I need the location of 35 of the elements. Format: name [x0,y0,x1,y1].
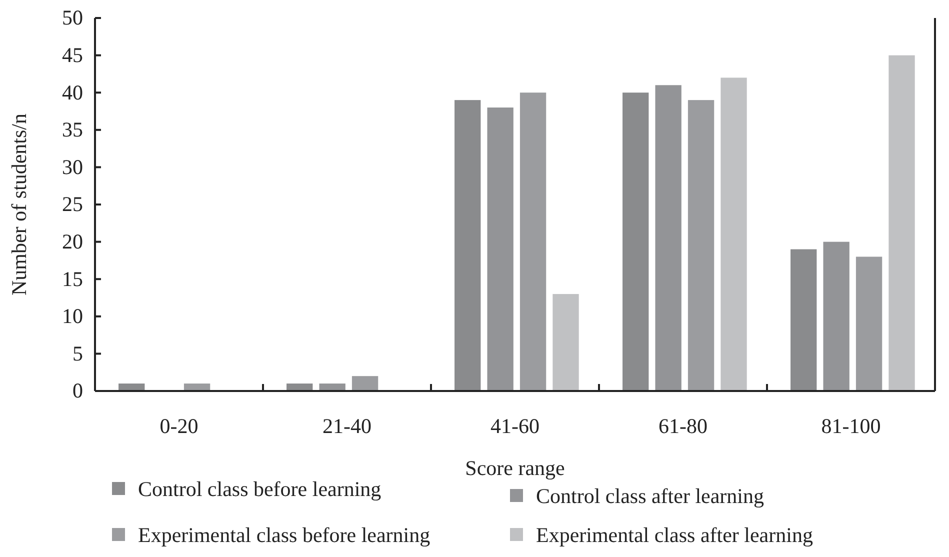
y-axis-title: Number of students/n [7,113,31,296]
x-axis-title: Score range [465,456,565,480]
x-tick-label: 41-60 [490,414,540,438]
x-tick-label: 21-40 [322,414,372,438]
bar [688,100,714,391]
y-tick-label: 45 [62,43,83,68]
y-tick-label: 10 [62,304,83,328]
y-tick-label: 20 [62,230,83,254]
bar [352,376,378,391]
bar [856,256,882,391]
y-tick-label: 5 [72,341,83,366]
legend-label: Control class after learning [536,484,765,508]
bar [790,249,817,391]
bar [720,78,747,391]
bar [520,92,546,391]
legend-label: Control class before learning [138,477,382,501]
legend-label: Experimental class before learning [138,523,431,547]
y-tick-label: 40 [62,80,83,104]
bar [655,85,682,391]
bar [888,55,915,391]
bar [622,92,649,391]
bar [487,108,514,391]
bar [454,100,481,391]
y-tick-label: 50 [62,6,83,30]
y-tick-label: 30 [62,154,83,179]
y-tick-label: 0 [72,378,83,403]
x-tick-label: 0-20 [160,414,198,438]
y-tick-label: 15 [62,266,83,291]
y-tick-label: 25 [62,192,83,216]
legend-label: Experimental class after learning [536,523,814,547]
x-tick-label: 61-80 [658,414,708,438]
x-tick-label: 81-100 [821,414,881,438]
bar [823,242,850,391]
bar [552,294,579,391]
y-tick-label: 35 [62,118,83,142]
